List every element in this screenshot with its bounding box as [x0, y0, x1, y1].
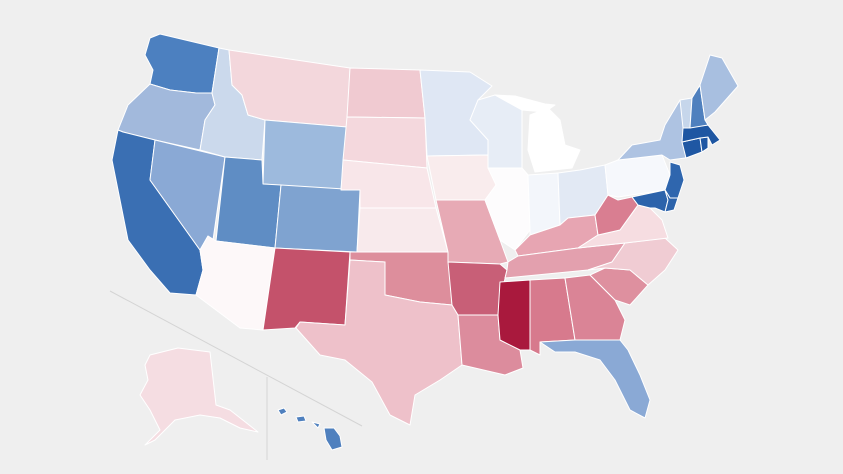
state-washington[interactable] — [144, 33, 220, 94]
state-new-hampshire[interactable] — [689, 84, 709, 129]
state-south-dakota[interactable] — [342, 116, 428, 169]
state-iowa[interactable] — [426, 154, 497, 201]
state-wyoming[interactable] — [262, 119, 348, 191]
state-north-carolina[interactable] — [587, 237, 679, 286]
state-massachusetts[interactable] — [681, 124, 721, 146]
state-indiana[interactable] — [527, 172, 561, 236]
state-delaware[interactable] — [664, 189, 679, 213]
state-maine[interactable] — [699, 54, 739, 121]
state-rhode-island[interactable] — [699, 136, 709, 153]
state-michigan[interactable] — [494, 94, 581, 173]
state-north-dakota[interactable] — [346, 67, 426, 119]
state-florida[interactable] — [539, 339, 651, 419]
state-kansas[interactable] — [356, 207, 449, 253]
inset-divider-diagonal — [109, 290, 363, 427]
state-mississippi[interactable] — [497, 279, 531, 351]
state-hawaii[interactable] — [277, 407, 343, 451]
state-wisconsin[interactable] — [469, 94, 523, 169]
state-hawaii-group — [277, 407, 343, 451]
state-new-mexico[interactable] — [262, 247, 351, 331]
state-arizona[interactable] — [195, 235, 276, 331]
state-new-jersey[interactable] — [664, 161, 685, 199]
state-alaska[interactable] — [139, 347, 259, 446]
state-texas[interactable] — [295, 259, 463, 426]
state-colorado[interactable] — [274, 184, 361, 253]
